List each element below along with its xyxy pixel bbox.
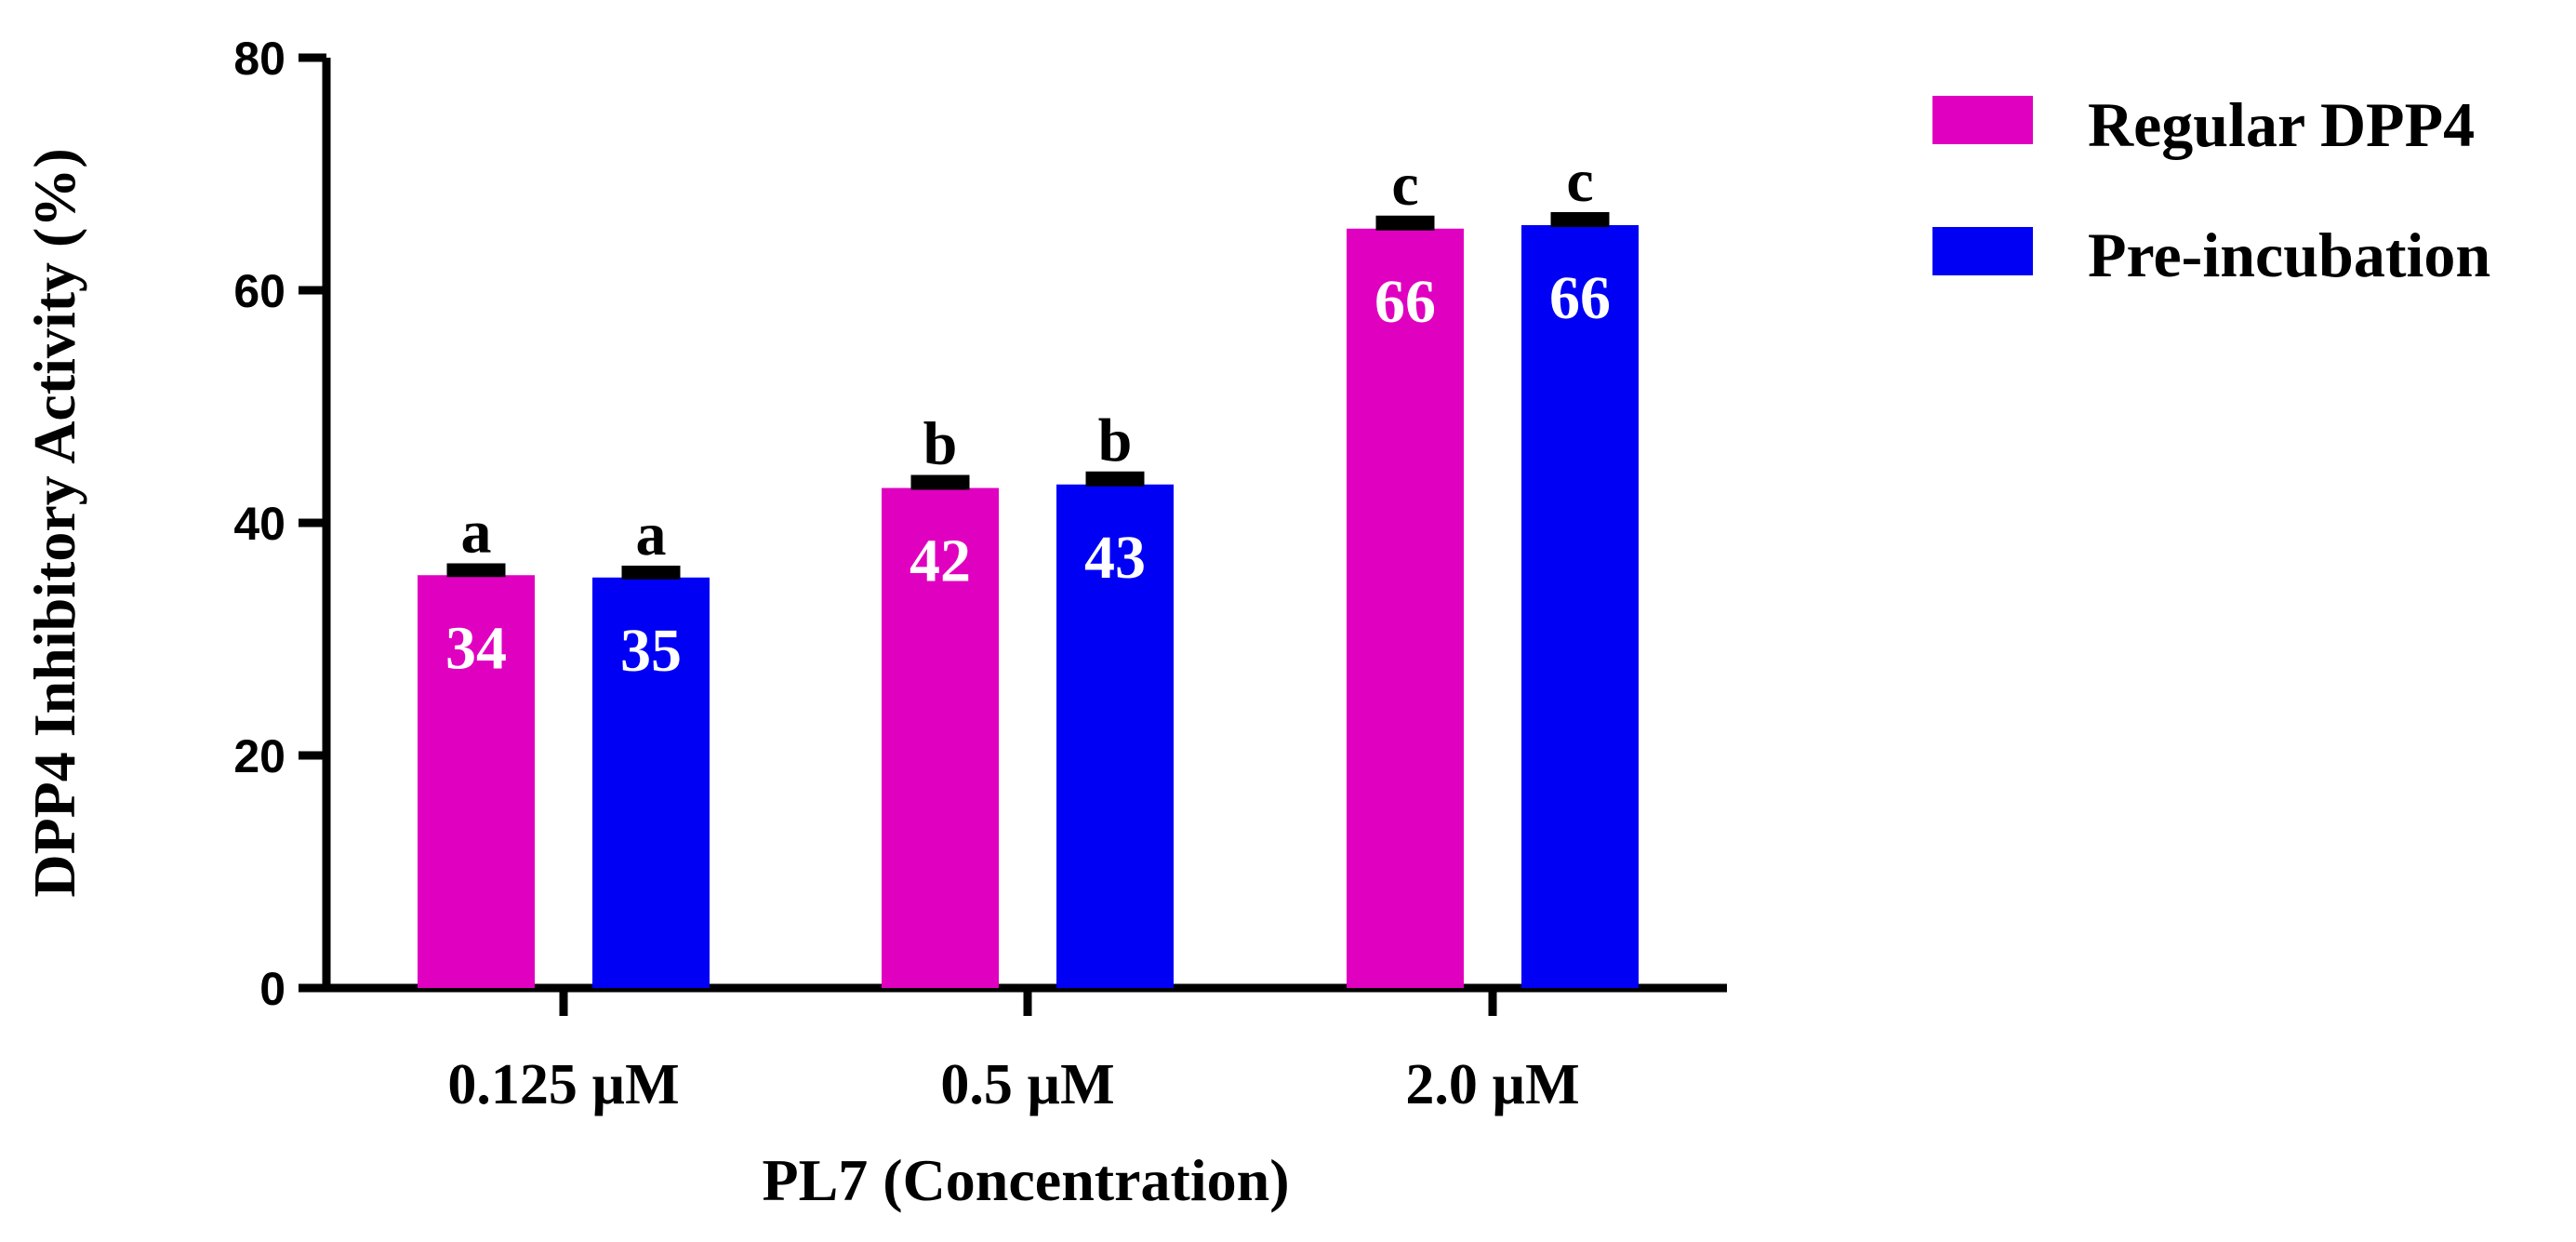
plot-area: 0 20 40 60 80 0.125 µM 0.5 µM 2.0 µM 34 a 42 b 66 c 35… xyxy=(233,33,1639,1116)
data-label: 66 xyxy=(1549,264,1611,332)
data-label: 35 xyxy=(620,617,682,685)
legend-label-regular-dpp4: Regular DPP4 xyxy=(2088,89,2475,160)
bar xyxy=(1347,228,1464,988)
significance-letter: c xyxy=(1391,151,1418,219)
error-bar xyxy=(1550,212,1610,227)
bar xyxy=(418,575,535,988)
y-tick-label: 60 xyxy=(233,265,285,317)
bar xyxy=(1521,225,1639,988)
x-tick-label: 0.5 µM xyxy=(940,1053,1114,1116)
x-tick-label: 0.125 µM xyxy=(447,1053,679,1116)
legend-swatch-regular-dpp4 xyxy=(1932,96,2033,144)
legend-label-pre-incubation: Pre-incubation xyxy=(2088,220,2490,290)
y-tick-label: 20 xyxy=(233,730,285,782)
bar xyxy=(882,487,999,988)
legend: Regular DPP4 Pre-incubation xyxy=(1932,89,2490,290)
error-bar xyxy=(621,566,681,580)
data-label: 66 xyxy=(1374,268,1436,336)
y-tick-label: 40 xyxy=(233,498,285,550)
legend-swatch-pre-incubation xyxy=(1932,227,2033,275)
significance-letter: b xyxy=(923,410,958,478)
y-tick-label: 80 xyxy=(233,33,285,85)
x-axis-title: PL7 (Concentration) xyxy=(762,1147,1289,1213)
error-bar xyxy=(1085,471,1145,487)
data-label: 34 xyxy=(445,614,507,682)
y-tick-label: 0 xyxy=(259,963,285,1015)
x-tick-label: 2.0 µM xyxy=(1405,1053,1579,1116)
significance-letter: a xyxy=(461,499,492,567)
error-bar xyxy=(1375,215,1435,231)
error-bar xyxy=(910,474,970,490)
error-bar xyxy=(446,563,506,578)
significance-letter: a xyxy=(636,501,667,568)
bar xyxy=(1056,484,1174,988)
significance-letter: c xyxy=(1566,147,1593,215)
data-label: 42 xyxy=(910,528,971,595)
data-label: 43 xyxy=(1084,524,1146,592)
significance-letter: b xyxy=(1098,407,1133,474)
y-axis-title: DPP4 Inhibitory Activity (%) xyxy=(21,148,87,897)
bar xyxy=(592,577,710,988)
